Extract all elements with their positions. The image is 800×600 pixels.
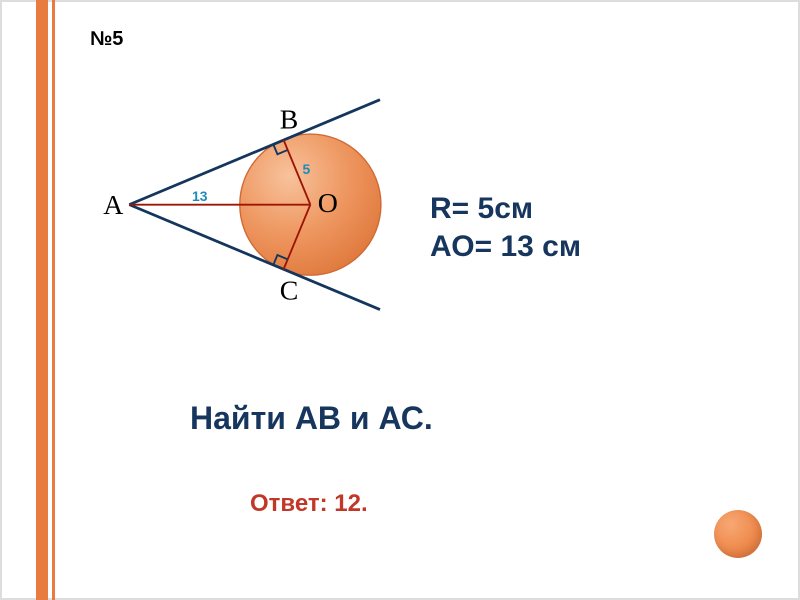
label-a: А bbox=[103, 190, 123, 221]
given-line-1: R= 5см bbox=[430, 190, 581, 228]
geometry-diagram: 13 5 А В С О bbox=[80, 70, 420, 330]
label-radius-length: 5 bbox=[302, 161, 310, 177]
vertical-accent-thin bbox=[52, 0, 55, 600]
answer-text: Ответ: 12. bbox=[250, 490, 368, 518]
corner-sphere-icon bbox=[714, 510, 762, 558]
label-c: С bbox=[280, 275, 299, 306]
label-ao-length: 13 bbox=[192, 188, 208, 204]
given-line-2: АО= 13 см bbox=[430, 228, 581, 266]
label-o: О bbox=[318, 188, 338, 219]
given-block: R= 5см АО= 13 см bbox=[430, 190, 581, 265]
vertical-accent-thick bbox=[36, 0, 48, 600]
problem-number: №5 bbox=[90, 28, 123, 51]
find-text: Найти АВ и АС. bbox=[190, 400, 433, 437]
label-b: В bbox=[280, 105, 299, 136]
